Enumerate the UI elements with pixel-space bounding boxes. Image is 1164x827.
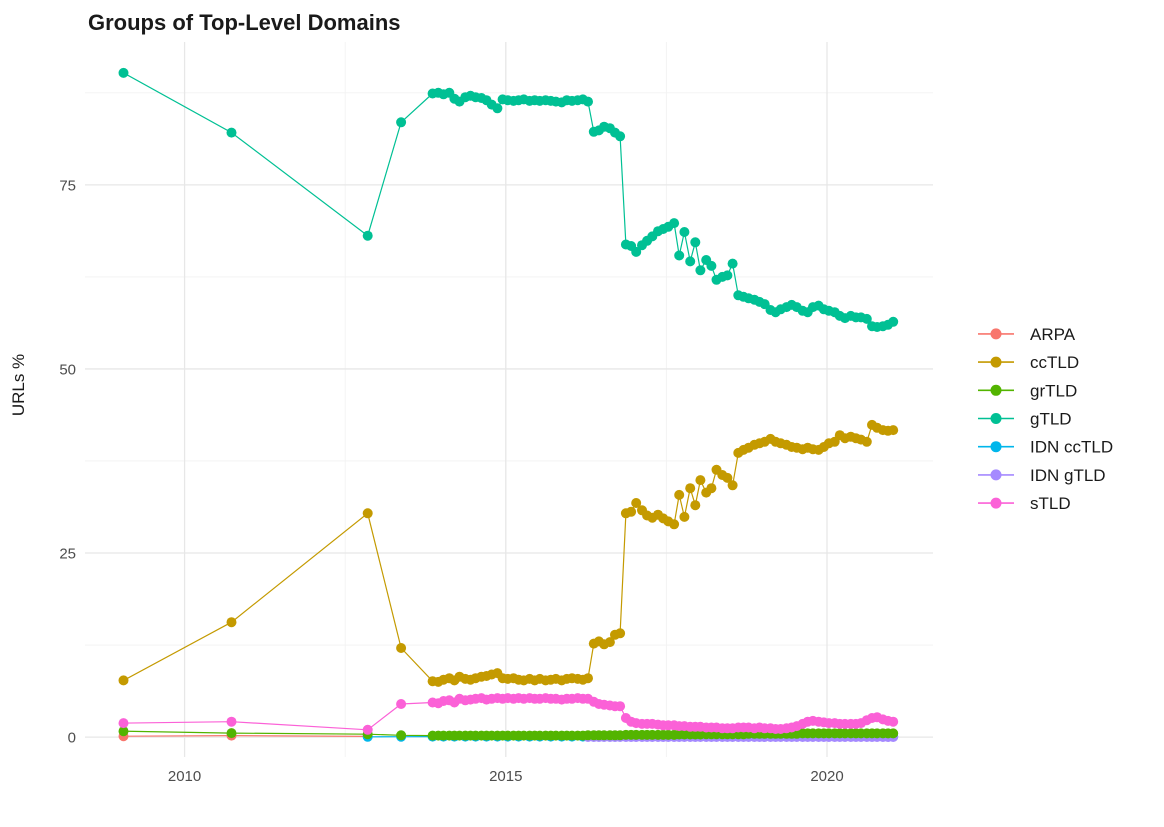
legend-label-arpa: ARPA — [1030, 325, 1076, 344]
data-point-cctld — [690, 500, 701, 511]
data-point-gtld — [118, 67, 129, 78]
data-point-gtld — [674, 250, 685, 261]
data-point-cctld — [674, 489, 685, 500]
data-point-gtld — [706, 260, 717, 271]
data-point-cctld — [396, 643, 407, 653]
data-point-cctld — [583, 673, 593, 684]
data-point-gtld — [722, 270, 733, 281]
data-point-stld — [615, 701, 626, 712]
legend-label-grtld: grTLD — [1030, 381, 1077, 400]
legend-label-stld: sTLD — [1030, 494, 1071, 513]
data-point-gtld — [396, 117, 407, 128]
legend-item-cctld: ccTLD — [978, 353, 1079, 372]
series-cctld — [118, 419, 899, 687]
data-point-cctld — [669, 519, 680, 530]
x-tick-label: 2010 — [168, 768, 201, 785]
data-point-grtld — [118, 726, 129, 737]
data-point-gtld — [861, 313, 872, 324]
data-point-gtld — [679, 227, 690, 237]
data-point-gtld — [583, 96, 593, 107]
data-point-cctld — [226, 617, 237, 628]
data-point-cctld — [727, 480, 738, 491]
data-point-cctld — [695, 475, 706, 486]
data-point-cctld — [604, 637, 615, 648]
legend-item-grtld: grTLD — [978, 381, 1077, 400]
y-tick-label: 50 — [59, 361, 76, 378]
series-line-gtld — [123, 72, 894, 328]
data-point-gtld — [695, 265, 706, 276]
data-point-gtld — [669, 218, 680, 229]
legend-item-arpa: ARPA — [978, 325, 1076, 344]
data-point-grtld — [396, 730, 407, 741]
data-point-gtld — [492, 103, 503, 114]
data-point-stld — [396, 699, 407, 709]
data-point-stld — [888, 716, 899, 727]
legend-item-idn-cctld: IDN ccTLD — [978, 438, 1113, 457]
data-point-cctld — [679, 511, 690, 522]
series-line-arpa — [123, 734, 368, 738]
data-point-gtld — [362, 230, 373, 241]
legend-key-dot-stld — [990, 497, 1002, 509]
y-tick-label: 0 — [68, 730, 76, 747]
data-point-cctld — [706, 483, 717, 494]
data-point-grtld — [888, 728, 899, 739]
x-tick-label: 2020 — [810, 768, 843, 785]
data-point-gtld — [615, 131, 626, 142]
series-grtld — [118, 726, 899, 741]
data-point-cctld — [615, 628, 626, 639]
data-point-grtld — [226, 728, 237, 739]
data-point-cctld — [861, 436, 872, 447]
series-stld — [118, 693, 899, 735]
data-point-gtld — [888, 316, 899, 327]
legend-label-cctld: ccTLD — [1030, 353, 1079, 372]
data-point-stld — [362, 724, 373, 735]
data-point-cctld — [888, 425, 899, 436]
legend-label-idn-cctld: IDN ccTLD — [1030, 438, 1113, 457]
legend: ARPA ccTLD grTLD gTLD IDN ccTLD IDN gTLD sTLD — [978, 325, 1113, 513]
data-point-cctld — [118, 675, 129, 686]
data-point-stld — [226, 716, 237, 727]
data-point-cctld — [685, 483, 696, 494]
data-point-gtld — [685, 256, 696, 267]
y-axis-tick-labels: 0 25 50 75 — [59, 177, 76, 746]
legend-label-idn-gtld: IDN gTLD — [1030, 466, 1106, 485]
data-point-gtld — [226, 127, 237, 138]
data-point-gtld — [727, 258, 738, 269]
chart-title: Groups of Top-Level Domains — [88, 10, 401, 35]
gridlines — [85, 42, 933, 757]
legend-item-gtld: gTLD — [978, 410, 1072, 429]
data-point-cctld — [362, 508, 373, 519]
data-point-cctld — [626, 506, 637, 517]
series-gtld — [118, 67, 899, 332]
y-tick-label: 75 — [59, 177, 76, 194]
legend-label-gtld: gTLD — [1030, 410, 1072, 429]
legend-key-dot-idn-gtld — [990, 469, 1002, 481]
y-tick-label: 25 — [59, 546, 76, 563]
data-series — [118, 67, 899, 742]
data-point-stld — [118, 718, 129, 729]
data-point-cctld — [631, 498, 642, 508]
data-point-gtld — [690, 237, 701, 248]
y-axis-title: URLs % — [9, 354, 28, 416]
legend-key-dot-idn-cctld — [990, 441, 1002, 453]
data-point-cctld — [722, 472, 733, 483]
x-tick-label: 2015 — [489, 768, 522, 785]
data-point-gtld — [631, 246, 642, 257]
legend-key-dot-grtld — [990, 384, 1002, 396]
legend-key-dot-arpa — [990, 328, 1002, 340]
legend-key-dot-gtld — [990, 413, 1002, 424]
legend-key-dot-cctld — [990, 356, 1002, 368]
legend-item-idn-gtld: IDN gTLD — [978, 466, 1106, 485]
legend-item-stld: sTLD — [978, 494, 1071, 513]
x-axis-tick-labels: 2010 2015 2020 — [168, 768, 844, 785]
